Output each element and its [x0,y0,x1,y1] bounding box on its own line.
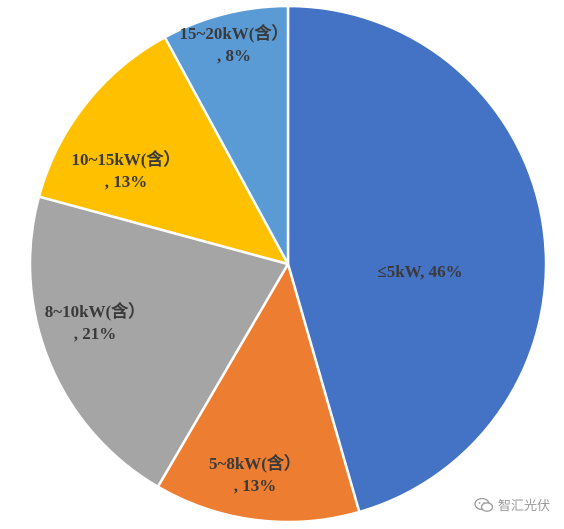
watermark: 智汇光伏 [474,495,550,514]
pie-label-2-line-0: 8~10kW(含） [45,301,145,321]
pie-label-2-line-1: , 21% [74,324,117,343]
pie-slices [30,6,546,522]
pie-label-4-line-1: , 8% [217,46,251,65]
watermark-text: 智汇光伏 [498,495,550,514]
wechat-icon [474,497,494,513]
pie-label-1-line-0: 5~8kW(含） [209,453,301,473]
pie-label-4-line-0: 15~20kW(含） [180,23,289,43]
pie-label-0: ≤5kW, 46% [377,262,462,281]
pie-label-3-line-1: , 13% [105,172,148,191]
pie-label-1-line-1: , 13% [234,476,277,495]
pie-label-0-line-0: ≤5kW, 46% [377,262,462,281]
pie-label-3-line-0: 10~15kW(含） [72,149,181,169]
